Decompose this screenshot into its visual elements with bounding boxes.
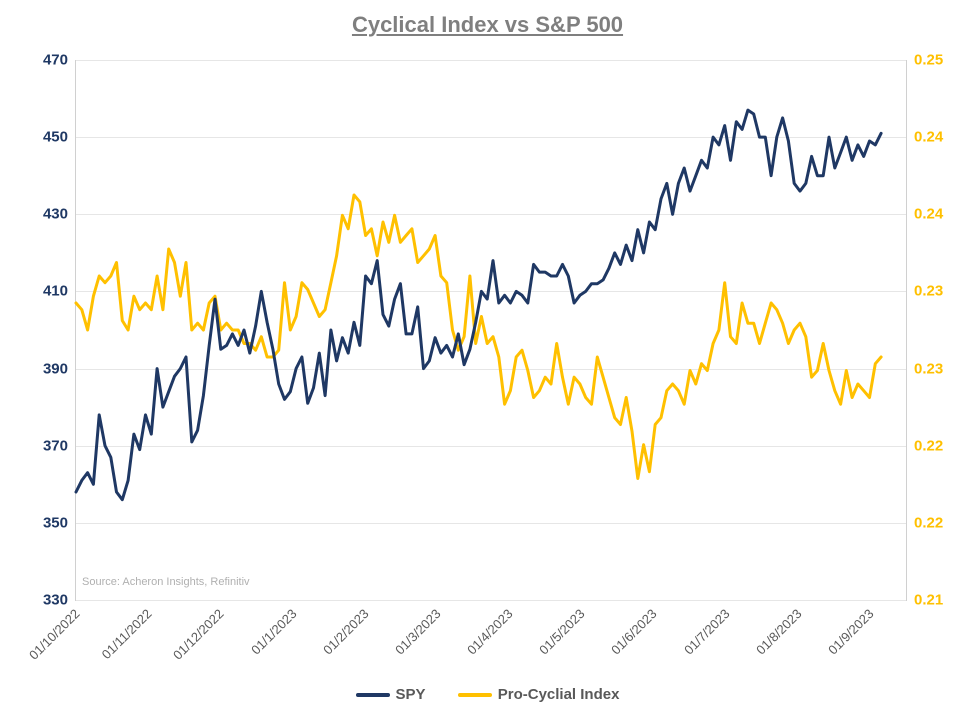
y-left-tick-label: 470: [43, 52, 76, 69]
legend: SPY Pro-Cyclial Index: [0, 684, 975, 704]
legend-swatch-procyclical: [458, 693, 492, 697]
chart-container: Cyclical Index vs S&P 500 Source: Achero…: [0, 0, 975, 709]
plot-area: Source: Acheron Insights, Refinitiv 3300…: [75, 60, 907, 601]
y-right-tick-label: 0.23: [906, 360, 943, 377]
series-svg: [76, 60, 906, 600]
gridline: [76, 600, 906, 601]
y-left-tick-label: 350: [43, 514, 76, 531]
chart-title: Cyclical Index vs S&P 500: [0, 12, 975, 38]
legend-swatch-spy: [356, 693, 390, 697]
y-left-tick-label: 430: [43, 206, 76, 223]
legend-item-procyclical: Pro-Cyclial Index: [458, 686, 620, 703]
series-pro-cyclial-index: [76, 195, 881, 479]
y-left-tick-label: 370: [43, 437, 76, 454]
y-left-tick-label: 390: [43, 360, 76, 377]
y-left-tick-label: 410: [43, 283, 76, 300]
y-right-tick-label: 0.21: [906, 592, 943, 609]
series-spy: [76, 110, 881, 500]
y-right-tick-label: 0.22: [906, 437, 943, 454]
y-right-tick-label: 0.24: [906, 129, 943, 146]
legend-item-spy: SPY: [356, 686, 426, 703]
y-right-tick-label: 0.23: [906, 283, 943, 300]
legend-label-spy: SPY: [396, 686, 426, 703]
y-right-tick-label: 0.25: [906, 52, 943, 69]
y-left-tick-label: 450: [43, 129, 76, 146]
y-right-tick-label: 0.22: [906, 514, 943, 531]
legend-label-procyclical: Pro-Cyclial Index: [498, 686, 620, 703]
y-right-tick-label: 0.24: [906, 206, 943, 223]
